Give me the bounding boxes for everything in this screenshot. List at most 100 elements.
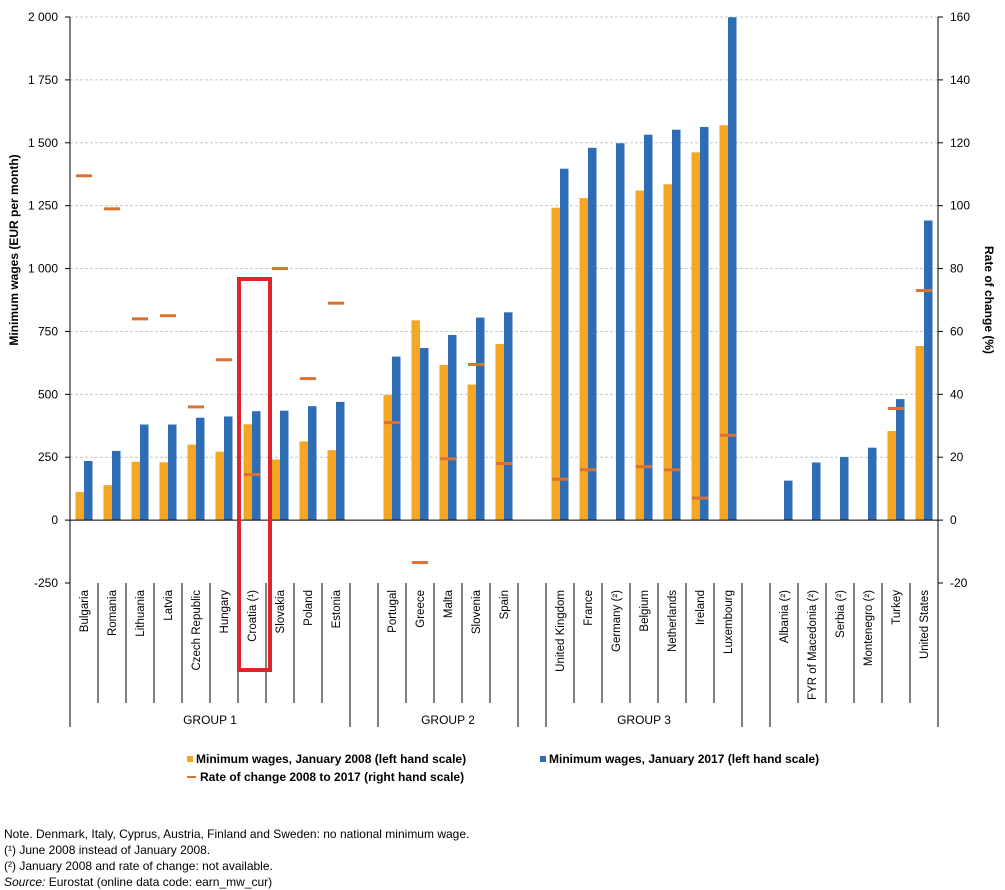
bar-2017 bbox=[784, 480, 793, 521]
legend-label-2017: Minimum wages, January 2017 (left hand s… bbox=[549, 752, 820, 766]
category-label: Greece bbox=[415, 590, 427, 628]
bar-2008 bbox=[327, 450, 336, 521]
category-label: Czech Republic bbox=[191, 590, 203, 671]
bar-2017 bbox=[196, 417, 205, 521]
left-tick-label: 0 bbox=[51, 513, 58, 527]
note-line-2: (¹) June 2008 instead of January 2008. bbox=[4, 843, 211, 857]
category-label: Poland bbox=[303, 590, 315, 626]
bar-2017 bbox=[644, 134, 653, 521]
bar-2017 bbox=[84, 460, 93, 521]
bar-2008 bbox=[915, 346, 924, 521]
group-label: GROUP 2 bbox=[421, 713, 475, 727]
category-label: Spain bbox=[499, 590, 511, 619]
source-line: Source: Eurostat (online data code: earn… bbox=[4, 874, 469, 890]
bar-2008 bbox=[887, 431, 896, 521]
left-axis-title: Minimum wages (EUR per month) bbox=[7, 154, 21, 345]
group-label: GROUP 3 bbox=[617, 713, 671, 727]
note-line-3: (²) January 2008 and rate of change: not… bbox=[4, 859, 273, 873]
right-tick-label: 120 bbox=[950, 136, 970, 150]
group-label: GROUP 1 bbox=[183, 713, 237, 727]
category-label: Luxembourg bbox=[723, 590, 735, 654]
legend-swatch-2008 bbox=[187, 756, 193, 762]
category-label: Croatia (¹) bbox=[247, 590, 259, 642]
bar-2008 bbox=[383, 395, 392, 521]
right-tick-label: 140 bbox=[950, 73, 970, 87]
bar-2008 bbox=[103, 485, 112, 521]
footnotes: Note. Denmark, Italy, Cyprus, Austria, F… bbox=[4, 826, 469, 890]
bar-2008 bbox=[551, 207, 560, 521]
category-label: United States bbox=[919, 590, 931, 659]
left-tick-label: 1 250 bbox=[28, 199, 58, 213]
right-tick-label: 60 bbox=[950, 324, 964, 338]
right-tick-label: -20 bbox=[950, 576, 968, 590]
bar-2008 bbox=[75, 491, 84, 521]
bar-2017 bbox=[112, 450, 121, 521]
bar-2008 bbox=[439, 364, 448, 521]
bar-2008 bbox=[663, 184, 672, 521]
bar-2008 bbox=[467, 384, 476, 521]
bar-2017 bbox=[252, 411, 261, 521]
category-label: Latvia bbox=[163, 589, 175, 620]
right-tick-label: 100 bbox=[950, 199, 970, 213]
category-label: Hungary bbox=[219, 590, 231, 634]
bar-2008 bbox=[243, 424, 252, 521]
bar-2017 bbox=[280, 410, 289, 521]
left-tick-label: -250 bbox=[34, 576, 58, 590]
category-label: Lithuania bbox=[135, 589, 147, 636]
category-label: Slovakia bbox=[275, 589, 287, 633]
right-tick-label: 80 bbox=[950, 262, 964, 276]
bar-2017 bbox=[560, 168, 569, 521]
bar-2008 bbox=[159, 462, 168, 521]
bar-2008 bbox=[215, 451, 224, 521]
left-tick-label: 1 500 bbox=[28, 136, 58, 150]
bar-2008 bbox=[719, 125, 728, 521]
bar-2017 bbox=[420, 348, 429, 521]
category-label: Malta bbox=[443, 589, 455, 618]
right-axis-title: Rate of change (%) bbox=[982, 246, 996, 354]
legend-item-rate: Rate of change 2008 to 2017 (right hand … bbox=[187, 770, 464, 784]
category-label: Slovenia bbox=[471, 589, 483, 634]
legend-swatch-rate bbox=[187, 776, 196, 778]
bar-2017 bbox=[672, 129, 681, 521]
category-label: Montenegro (²) bbox=[863, 590, 875, 666]
category-label: United Kingdom bbox=[555, 590, 567, 672]
bar-2017 bbox=[728, 17, 737, 521]
bar-2017 bbox=[308, 406, 317, 521]
bar-2017 bbox=[616, 143, 625, 521]
bar-2017 bbox=[224, 416, 233, 521]
bar-2008 bbox=[691, 152, 700, 521]
legend-label-rate: Rate of change 2008 to 2017 (right hand … bbox=[200, 770, 465, 784]
bar-2008 bbox=[635, 190, 644, 521]
bar-2008 bbox=[131, 461, 140, 521]
bar-2008 bbox=[579, 198, 588, 521]
category-label: Serbia (²) bbox=[835, 590, 847, 638]
category-label: Albania (²) bbox=[779, 590, 791, 643]
bar-2008 bbox=[299, 441, 308, 521]
source-label: Source: bbox=[4, 875, 46, 889]
bar-2017 bbox=[448, 334, 457, 521]
left-tick-label: 1 000 bbox=[28, 262, 58, 276]
source-text: Eurostat (online data code: earn_mw_cur) bbox=[45, 875, 273, 889]
bar-2017 bbox=[896, 399, 905, 521]
bar-2008 bbox=[271, 459, 280, 521]
category-label: Germany (²) bbox=[611, 590, 623, 652]
category-label: Estonia bbox=[331, 589, 343, 628]
rate-of-change-markers bbox=[76, 174, 932, 565]
minimum-wages-chart: -250 -20 0 0 250 20 500 40 750 60 1 000 80 1 250 100 1… bbox=[7, 10, 996, 727]
legend-swatch-2017 bbox=[540, 756, 546, 762]
legend-item-2008: Minimum wages, January 2008 (left hand s… bbox=[187, 752, 466, 766]
bar-2008 bbox=[187, 444, 196, 521]
right-tick-label: 0 bbox=[950, 513, 957, 527]
category-label: France bbox=[583, 590, 595, 626]
croatia-highlight-box bbox=[237, 277, 272, 672]
legend-label-2008: Minimum wages, January 2008 (left hand s… bbox=[196, 752, 467, 766]
bar-2017 bbox=[336, 401, 345, 521]
bar-2017 bbox=[868, 447, 877, 521]
left-tick-label: 1 750 bbox=[28, 73, 58, 87]
bar-2017 bbox=[700, 126, 709, 521]
legend-item-2017: Minimum wages, January 2017 (left hand s… bbox=[540, 752, 819, 766]
category-label: Turkey bbox=[891, 590, 903, 625]
bar-2017 bbox=[504, 312, 513, 521]
category-label: Netherlands bbox=[667, 590, 679, 652]
category-label: Bulgaria bbox=[79, 589, 91, 632]
